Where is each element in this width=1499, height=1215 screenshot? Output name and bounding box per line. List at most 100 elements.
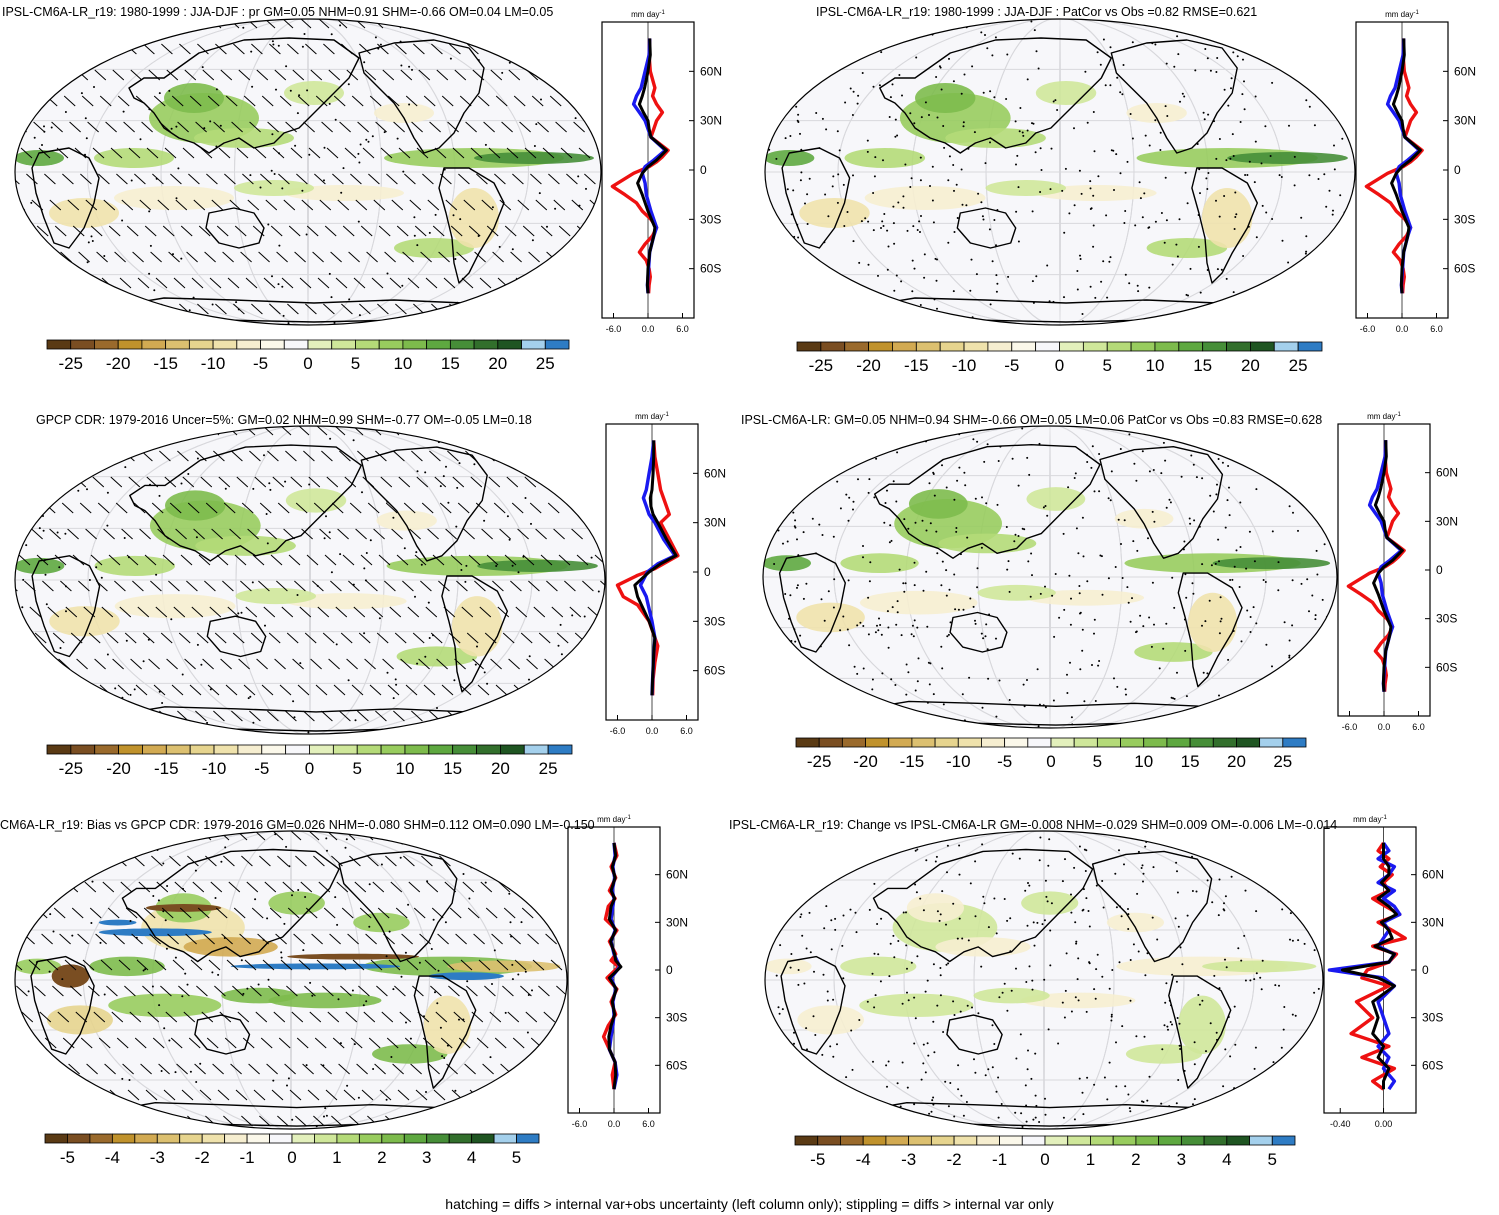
hatch-mark [531,684,544,696]
stipple-dot [868,580,871,583]
stipple-dot [781,1008,784,1011]
stipple-dot [1263,682,1266,685]
stipple-dot [586,649,589,652]
stipple-dot [1054,99,1057,102]
stipple-dot [563,712,566,715]
stipple-dot [195,536,198,539]
colorbar-swatch [915,341,941,352]
stipple-dot [103,993,106,996]
hatch-mark [117,95,130,107]
hatch-mark [305,303,317,315]
stipple-dot [1192,592,1195,595]
stipple-dot [1121,1025,1124,1028]
hatch-mark [542,147,555,159]
hatch-mark [405,95,418,107]
precip-anomaly-patch [268,992,382,1009]
stipple-dot [1106,1098,1109,1101]
hatch-mark [15,277,24,289]
hatch-mark [528,580,540,592]
hatch-mark [130,658,142,670]
stipple-dot [1278,1089,1281,1092]
hatch-mark [90,225,103,237]
stipple-dot [1044,879,1047,882]
stipple-dot [1308,174,1311,177]
hatch-mark [175,528,187,540]
hatch-mark [507,1011,520,1023]
stipple-dot [798,657,801,660]
hatch-mark [72,225,85,237]
stipple-dot [436,1002,439,1005]
hatch-mark [171,684,184,696]
stipple-dot [1293,184,1296,187]
stipple-dot [914,849,917,852]
stipple-dot [1044,1097,1046,1100]
hatch-mark [99,426,112,436]
stipple-dot [287,1077,290,1080]
hatch-mark [71,303,83,315]
stipple-dot [1242,850,1245,853]
stipple-dot [818,702,821,705]
hatch-mark [269,43,281,55]
hatch-mark [30,881,43,893]
stipple-dot [878,84,881,87]
stipple-dot [1019,1033,1022,1036]
hatch-mark [564,251,576,263]
hatch-mark [359,43,371,55]
colorbar-swatch [516,1133,540,1144]
stipple-dot [919,179,922,182]
stipple-dot [411,68,413,71]
hatch-mark [395,43,407,55]
hatch-mark [143,43,155,55]
stipple-dot [795,667,798,670]
stipple-dot [325,1114,328,1117]
stipple-dot [981,215,984,218]
stipple-dot [958,844,961,847]
stipple-dot [41,144,43,146]
stipple-dot [815,112,818,114]
stipple-dot [357,220,360,223]
hatch-mark [79,502,92,514]
stipple-dot [1073,204,1076,207]
stipple-dot [1229,157,1232,160]
colorbar-swatch [381,1133,405,1144]
graticule-line [905,426,1195,728]
colorbar-label: -5 [254,759,269,778]
lat-tick-label: 30S [1436,612,1457,626]
hatch-mark [372,881,385,893]
stipple-dot [1100,555,1103,558]
hatch-mark [106,632,119,644]
hatch-mark [245,606,258,618]
hatch-mark [283,528,295,540]
hatch-mark [287,303,299,315]
hatch-mark [42,580,54,592]
stipple-dot [454,1089,457,1092]
hatch-mark [395,303,407,315]
stipple-dot [1022,134,1025,137]
hatch-mark [168,580,180,592]
hatch-mark [47,277,60,289]
colorbar-label: 5 [512,1148,521,1167]
hatch-mark [440,173,452,185]
stipple-dot [946,1029,949,1031]
hatch-mark [363,1011,376,1023]
x-tick-label: 0.0 [646,726,659,736]
hatch-mark [527,933,539,945]
colorbar-swatch [426,1133,450,1144]
colorbar-swatch [70,339,95,350]
stipple-dot [1198,525,1201,528]
stipple-dot [1079,258,1082,260]
stipple-dot [1263,436,1266,439]
hatch-mark [19,1089,32,1101]
stipple-dot [272,1079,275,1082]
stipple-dot [1232,630,1235,632]
stipple-dot [821,476,824,479]
stipple-dot [914,883,917,886]
hatch-mark [309,1011,322,1023]
stipple-dot [939,974,942,977]
stipple-dot [1135,1035,1138,1038]
stipple-dot [385,1098,388,1101]
hatch-mark [198,225,211,237]
stipple-dot [464,580,467,583]
stipple-dot [1030,1077,1033,1080]
hatch-mark [149,933,161,945]
